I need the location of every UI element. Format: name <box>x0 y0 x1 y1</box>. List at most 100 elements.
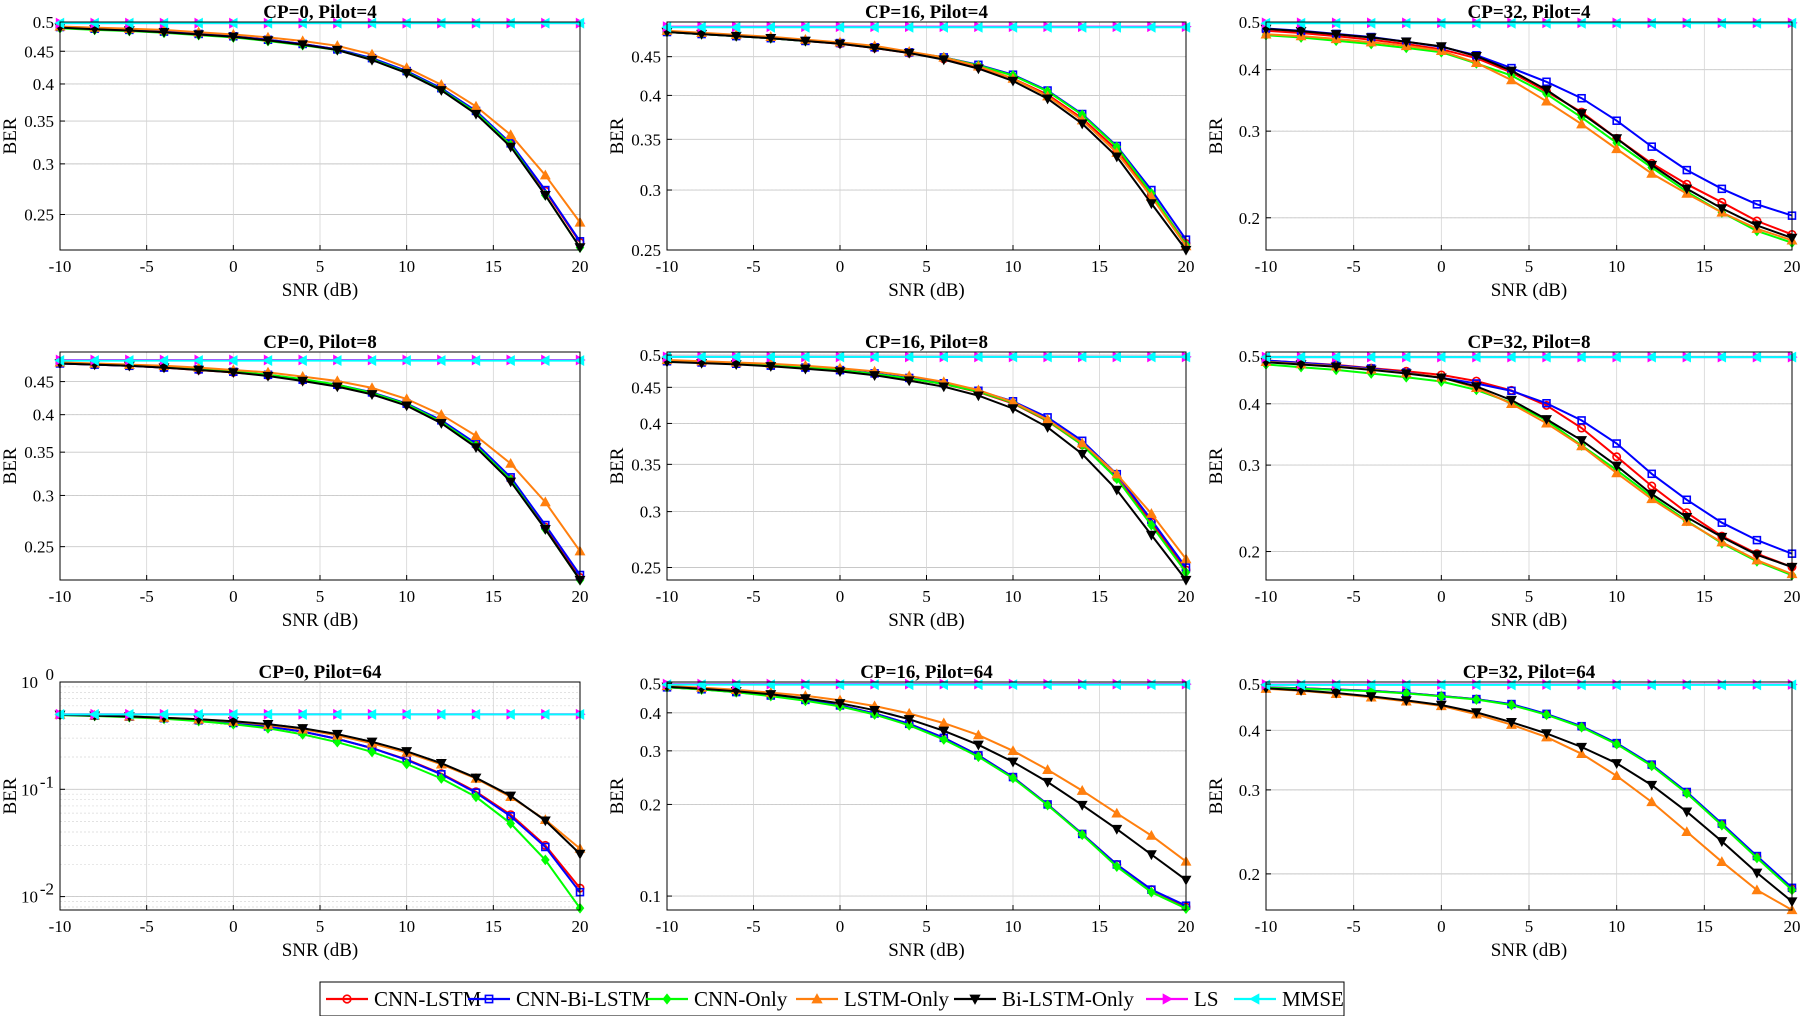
y-tick-label: 0.2 <box>1239 209 1260 228</box>
y-tick-label: 0.4 <box>33 75 55 94</box>
data-point <box>1752 200 1762 209</box>
data-point <box>366 737 378 748</box>
data-point <box>1435 17 1446 29</box>
data-point <box>505 17 515 29</box>
data-point <box>1470 708 1482 719</box>
data-point <box>505 477 517 488</box>
data-point <box>297 355 307 367</box>
y-tick-label: 0.35 <box>24 443 54 462</box>
data-point <box>1541 729 1552 740</box>
data-point <box>333 736 342 748</box>
data-point <box>1041 351 1052 363</box>
y-axis-label: BER <box>1206 447 1227 484</box>
data-point <box>1330 688 1342 699</box>
y-tick-label: 0.1 <box>640 887 661 906</box>
data-point <box>435 86 447 96</box>
data-point <box>1365 33 1377 44</box>
data-point <box>1076 785 1088 795</box>
x-tick-label: 0 <box>229 917 238 936</box>
series-bi-lstm-only <box>661 682 1192 886</box>
data-point <box>123 355 134 367</box>
data-point <box>89 355 99 367</box>
data-point <box>1646 796 1658 807</box>
data-point <box>1295 679 1306 691</box>
x-tick-label: 20 <box>1178 257 1195 276</box>
x-tick-label: 15 <box>485 257 502 276</box>
data-point <box>1576 748 1588 759</box>
data-point <box>435 355 446 367</box>
data-point <box>1540 17 1551 29</box>
subplot-title: CP=0, Pilot=4 <box>263 2 377 23</box>
data-point <box>158 708 169 720</box>
series-bi-lstm-only <box>1260 684 1798 908</box>
subplot-title: CP=32, Pilot=64 <box>1463 662 1596 683</box>
data-point <box>1646 351 1656 363</box>
data-point <box>868 21 879 33</box>
data-point <box>262 719 274 730</box>
data-point <box>1717 184 1727 194</box>
y-tick-label: 0.5 <box>33 13 54 32</box>
data-point <box>972 740 984 751</box>
data-point <box>1505 351 1516 363</box>
x-tick-label: 15 <box>1696 257 1713 276</box>
series-mmse <box>1260 17 1797 29</box>
y-axis-label: BER <box>607 447 628 484</box>
x-tick-label: -5 <box>746 257 760 276</box>
y-tick-label: 0.35 <box>24 112 54 131</box>
data-point <box>1076 351 1087 363</box>
data-point <box>435 17 446 29</box>
data-point <box>1043 799 1052 811</box>
series-line <box>666 360 1187 581</box>
data-point <box>297 17 307 29</box>
x-tick-label: 20 <box>572 917 589 936</box>
series-mmse <box>1260 351 1797 363</box>
x-tick-label: -10 <box>49 257 72 276</box>
data-point <box>1295 17 1306 29</box>
series-mmse <box>54 355 585 367</box>
data-point <box>401 17 411 29</box>
x-tick-label: 10 <box>398 587 415 606</box>
data-point <box>1472 694 1481 705</box>
data-point <box>1611 679 1621 691</box>
x-tick-label: 20 <box>1784 257 1800 276</box>
data-point <box>1111 351 1121 363</box>
x-tick-label: 10 <box>1005 587 1022 606</box>
legend-item: CNN-Only <box>646 987 788 1011</box>
y-tick-label: 0.45 <box>631 378 661 397</box>
data-point <box>470 355 481 367</box>
data-point <box>765 351 775 363</box>
series-line <box>1265 686 1793 891</box>
data-point <box>227 708 238 720</box>
data-point <box>869 706 881 716</box>
data-point <box>262 708 273 720</box>
data-point <box>401 708 411 720</box>
y-tick-label: 0.25 <box>631 241 661 260</box>
data-point <box>1751 550 1763 561</box>
data-point <box>539 17 550 29</box>
data-point <box>1611 759 1623 769</box>
data-point <box>1400 17 1411 29</box>
data-point <box>765 362 777 372</box>
legend-label: LSTM-Only <box>844 987 950 1011</box>
data-point <box>834 699 846 709</box>
y-tick-label: 0.4 <box>33 406 55 425</box>
y-tick-label: 0.25 <box>24 205 54 224</box>
data-point <box>938 55 950 66</box>
data-point <box>903 376 915 387</box>
y-tick-label: 0.3 <box>33 486 54 505</box>
data-point <box>1681 679 1691 691</box>
data-point <box>401 747 413 757</box>
data-point <box>401 355 411 367</box>
data-point <box>972 21 983 33</box>
data-point <box>193 708 203 720</box>
data-point <box>1400 369 1412 380</box>
data-point <box>539 708 550 720</box>
x-axis-label: SNR (dB) <box>888 280 965 301</box>
data-point <box>470 430 482 440</box>
data-point <box>1076 119 1088 130</box>
data-point <box>1576 436 1588 446</box>
data-point <box>765 34 777 44</box>
y-tick-label: 10 <box>21 780 38 799</box>
data-point <box>1007 404 1019 415</box>
y-tick-label: 0.25 <box>24 538 54 557</box>
